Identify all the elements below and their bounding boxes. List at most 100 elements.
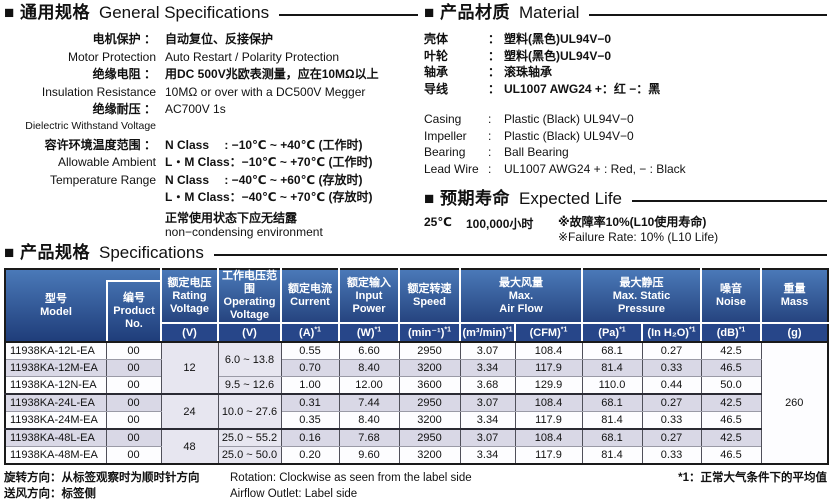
bearing-label-en: Bearing	[424, 145, 466, 159]
dielectric-value: AC700V 1s	[165, 102, 226, 116]
insulation-resistance-label-cn: 绝缘电阻 ：	[92, 67, 156, 81]
airflow-cfm-cell: 129.9	[514, 376, 583, 395]
leadwire-label-en: Lead Wire	[424, 161, 479, 176]
leadwire-value-en: UL1007 AWG24 + : Red, − : Black	[504, 161, 686, 176]
airflow-cfm-cell: 117.9	[514, 446, 583, 465]
life-temperature: 25℃	[424, 215, 452, 229]
footnote-line-1: 旋转方向：从标签观察时为顺时针方向 Rotation: Clockwise as…	[4, 470, 827, 486]
condensation-row-en: non−condensing environment	[4, 225, 418, 239]
pressure-pa-cell: 68.1	[581, 428, 643, 447]
table-units-row: (V) (V) (A)*1 (W)*1 (min⁻¹)*1 (m³/min)*1…	[5, 322, 828, 343]
section-title-en: Expected Life	[519, 189, 623, 208]
operating-voltage-cell: 6.0 ~ 13.8	[217, 341, 282, 377]
insulation-resistance-label-en: Insulation Resistance	[41, 84, 156, 99]
header-product-no: 编号 Product No.	[106, 269, 162, 343]
impeller-row-en: Impeller : Plastic (Black) UL94V−0	[424, 128, 827, 145]
pressure-pa-cell: 81.4	[581, 446, 643, 465]
pressure-inh2o-cell: 0.27	[641, 393, 702, 412]
airflow-outlet-note-en: Airflow Outlet: Label side	[230, 488, 358, 500]
material-title: ■ 产品材质 Material	[424, 3, 827, 23]
material-section: ■ 产品材质 Material 壳体 ： 塑料(黑色)UL94V−0 叶轮 ： …	[424, 3, 827, 245]
temperature-label-cn: 容许环境温度范围 ：	[44, 137, 156, 152]
unit-power: (W)*1	[339, 322, 400, 343]
colon: ：	[488, 81, 501, 96]
power-cell: 8.40	[338, 359, 400, 377]
bearing-row-cn: 轴承 ： 滚珠轴承	[424, 64, 827, 81]
colon: :	[488, 145, 492, 159]
section-title-cn: ■ 预期寿命	[424, 189, 510, 208]
specifications-table: 型号 Model 编号 Product No. 额定电压 Rating Volt…	[4, 268, 829, 465]
product-no-cell: 00	[105, 411, 162, 430]
airflow-cfm-cell: 108.4	[514, 393, 583, 412]
temperature-line-storage-lm: L・M Class：−40℃ ~ +70℃ (存放时)	[165, 190, 373, 204]
expected-life-row: 25℃ 100,000小时 ※故障率10%(L10使用寿命) ※Failure …	[424, 215, 827, 245]
power-cell: 7.44	[338, 393, 400, 412]
expected-life-title: ■ 预期寿命 Expected Life	[424, 189, 827, 209]
impeller-label-cn: 叶轮	[424, 48, 449, 63]
insulation-resistance-row-cn: 绝缘电阻 ： 用DC 500V兆欧表测量，应在10MΩ以上	[4, 66, 418, 84]
motor-protection-row-en: Motor Protection Auto Restart / Polarity…	[4, 49, 418, 67]
noise-cell: 42.5	[700, 393, 762, 412]
speed-cell: 2950	[398, 428, 461, 447]
current-cell: 0.20	[280, 446, 340, 465]
section-title-cn: ■ 产品材质	[424, 3, 510, 22]
casing-label-en: Casing	[424, 112, 462, 126]
model-cell: 11938KA-24L-EA	[4, 393, 107, 412]
product-no-cell: 00	[105, 428, 162, 447]
model-cell: 11938KA-12L-EA	[4, 341, 107, 360]
rotation-note-cn: 旋转方向：从标签观察时为顺时针方向	[4, 472, 200, 484]
insulation-resistance-row-en: Insulation Resistance 10MΩ or over with …	[4, 84, 418, 102]
section-title-en: Material	[519, 3, 580, 22]
current-cell: 0.70	[280, 359, 340, 377]
temperature-label-en-2: Temperature Range	[49, 172, 156, 187]
power-cell: 7.68	[338, 428, 400, 447]
life-hours: 100,000小时	[466, 217, 534, 231]
pressure-pa-cell: 68.1	[581, 341, 643, 360]
colon: :	[488, 161, 492, 176]
leadwire-value-cn: UL1007 AWG24 +：红 −：黑	[504, 81, 661, 96]
mass-cell: 260	[760, 341, 829, 465]
product-no-inset-box: 编号 Product No.	[106, 280, 160, 341]
title-rule	[279, 13, 418, 16]
unit-inh2o: (In H₂O)*1	[642, 322, 702, 343]
dielectric-row-en: Dielectric Withstand Voltage	[4, 119, 418, 133]
dielectric-row-cn: 绝缘耐压 ： AC700V 1s	[4, 101, 418, 119]
current-cell: 0.55	[280, 341, 340, 360]
operating-voltage-cell: 25.0 ~ 55.2	[217, 428, 282, 447]
rotation-note-en: Rotation: Clockwise as seen from the lab…	[230, 472, 472, 484]
airflow-cfm-cell: 108.4	[514, 428, 583, 447]
temperature-line-storage-n: N Class : −40℃ ~ +60℃ (存放时)	[165, 172, 363, 187]
power-cell: 12.00	[338, 376, 400, 395]
bearing-label-cn: 轴承	[424, 65, 449, 79]
rating-voltage-cell: 24	[160, 393, 219, 430]
temperature-row-4: L・M Class：−40℃ ~ +70℃ (存放时)	[4, 189, 418, 207]
unit-rating-voltage: (V)	[161, 322, 219, 343]
general-specifications-section: ■ 通用规格 General Specifications 电机保护 ： 自动复…	[4, 3, 418, 239]
motor-protection-value-en: Auto Restart / Polarity Protection	[165, 49, 340, 64]
header-speed: 额定转速 Speed	[399, 269, 461, 323]
pressure-inh2o-cell: 0.27	[641, 341, 702, 360]
current-cell: 0.16	[280, 428, 340, 447]
header-current: 额定电流 Current	[281, 269, 340, 323]
header-rating-voltage: 额定电压 Rating Voltage	[161, 269, 219, 323]
failure-rate-note-en: ※Failure Rate: 10% (L10 Life)	[558, 230, 719, 244]
unit-pa: (Pa)*1	[582, 322, 643, 343]
condensation-row-cn: 正常使用状态下应无结露	[4, 211, 418, 225]
airflow-cfm-cell: 117.9	[514, 411, 583, 430]
header-input-power: 额定输入 Input Power	[339, 269, 400, 323]
product-no-cell: 00	[105, 393, 162, 412]
impeller-value-en: Plastic (Black) UL94V−0	[504, 128, 634, 143]
casing-value-cn: 塑料(黑色)UL94V−0	[504, 32, 612, 46]
current-cell: 1.00	[280, 376, 340, 395]
header-mass: 重量 Mass	[761, 269, 828, 323]
airflow-outlet-note-cn: 送风方向：标签侧	[4, 488, 96, 500]
section-title-cn: ■ 通用规格	[4, 3, 90, 22]
model-cell: 11938KA-12M-EA	[4, 359, 107, 377]
title-rule	[589, 13, 827, 16]
casing-row-en: Casing : Plastic (Black) UL94V−0	[424, 111, 827, 128]
rating-voltage-cell: 48	[160, 428, 219, 465]
speed-cell: 3200	[398, 411, 461, 430]
noise-cell: 42.5	[700, 341, 762, 360]
unit-m3min: (m³/min)*1	[460, 322, 516, 343]
